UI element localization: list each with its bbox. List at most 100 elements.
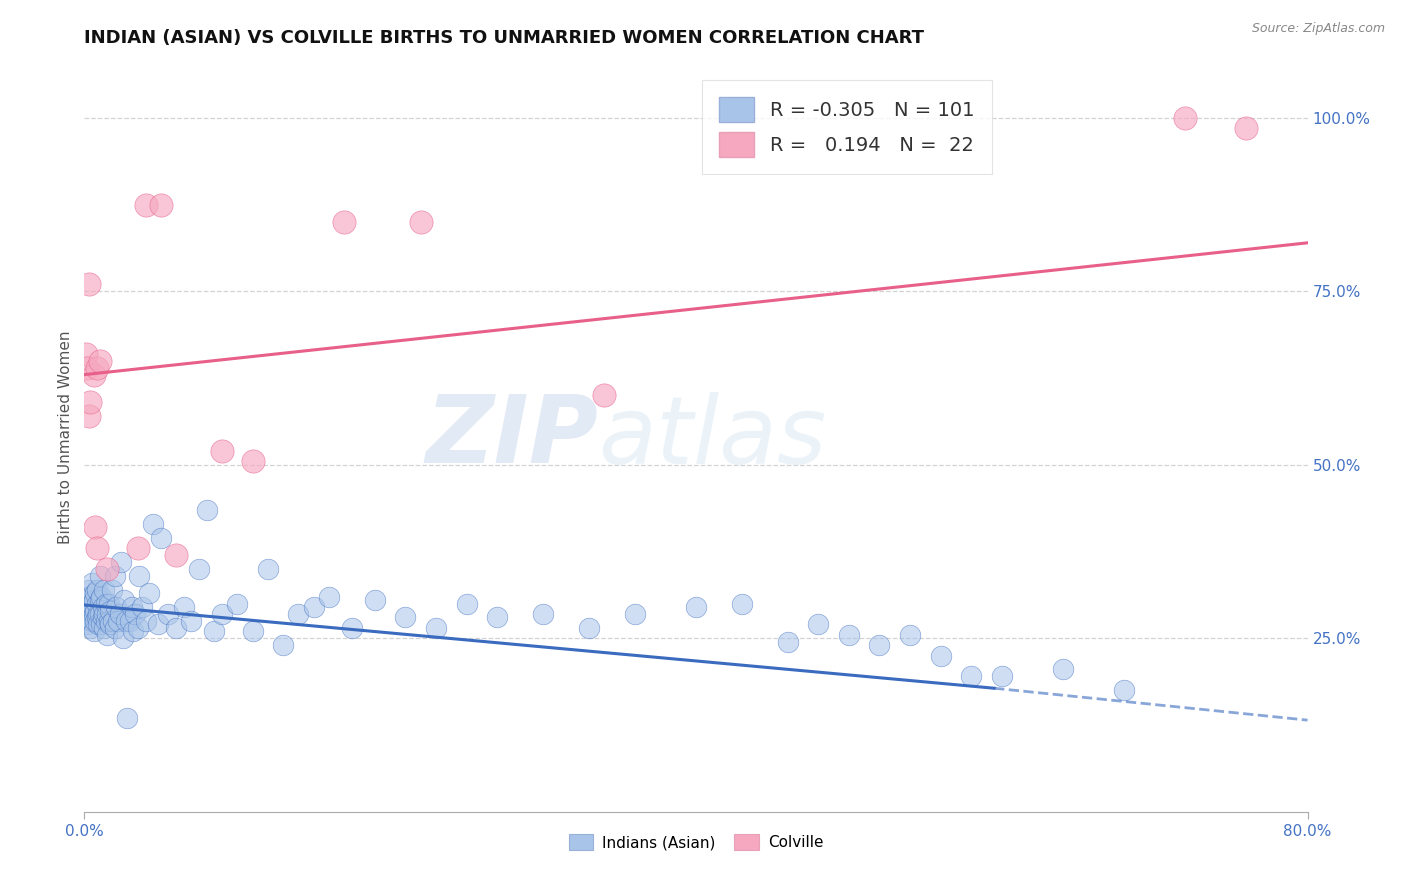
Point [97,614,120,628]
Point [149,197,172,211]
Point [75,603,97,617]
Point [80,575,103,590]
Point [86,582,108,597]
Point [898,628,921,642]
Point [115,711,138,725]
Point [340,621,363,635]
Point [96,628,118,642]
Point [287,607,309,621]
Point [86,541,108,555]
Point [302,600,325,615]
Point [98,617,121,632]
Point [146,617,169,632]
Point [76,617,98,632]
Point [84,614,107,628]
Point [83,624,105,639]
Point [84,586,107,600]
Point [188,562,211,576]
Point [1052,663,1074,677]
Point [226,597,249,611]
Point [869,638,891,652]
Point [108,607,131,621]
Point [89,569,111,583]
Point [90,617,112,632]
Point [991,669,1014,683]
Point [86,597,108,611]
Point [93,582,115,597]
Point [138,586,160,600]
Point [1174,111,1197,125]
Point [960,669,983,683]
Point [1236,121,1258,136]
Point [211,444,233,458]
Legend: Indians (Asian), Colville: Indians (Asian), Colville [562,829,830,856]
Text: Source: ZipAtlas.com: Source: ZipAtlas.com [1251,22,1385,36]
Point [79,395,101,409]
Point [77,409,100,424]
Point [202,624,225,639]
Point [104,621,127,635]
Point [157,607,180,621]
Point [624,607,647,621]
Point [242,624,264,639]
Point [77,277,100,292]
Point [80,614,103,628]
Point [96,607,118,621]
Point [242,454,264,468]
Point [97,597,120,611]
Point [131,600,153,615]
Point [83,607,105,621]
Point [87,617,110,632]
Point [124,607,146,621]
Point [195,503,218,517]
Point [80,597,103,611]
Text: ZIP: ZIP [425,391,598,483]
Point [127,621,149,635]
Point [103,614,125,628]
Point [77,600,100,615]
Point [593,388,616,402]
Point [96,562,118,576]
Point [79,590,101,604]
Point [142,516,165,531]
Point [77,582,100,597]
Point [425,621,447,635]
Point [122,624,145,639]
Point [128,569,150,583]
Point [120,614,142,628]
Point [84,603,107,617]
Point [838,628,860,642]
Point [318,590,340,604]
Point [94,597,117,611]
Point [121,600,143,615]
Point [90,590,112,604]
Point [76,360,98,375]
Point [101,582,124,597]
Point [257,562,280,576]
Point [107,614,129,628]
Point [1114,683,1136,698]
Point [89,593,111,607]
Point [105,600,128,615]
Point [112,593,135,607]
Point [165,621,187,635]
Point [91,610,114,624]
Point [135,197,157,211]
Point [685,600,707,615]
Point [173,600,195,615]
Point [86,360,108,375]
Point [93,621,115,635]
Point [91,600,114,615]
Point [807,617,830,632]
Point [75,347,97,361]
Point [77,610,100,624]
Point [135,614,157,628]
Point [271,638,294,652]
Point [98,603,121,617]
Point [165,548,187,562]
Point [180,614,202,628]
Point [114,614,136,628]
Point [110,555,132,569]
Point [409,215,432,229]
Point [211,607,233,621]
